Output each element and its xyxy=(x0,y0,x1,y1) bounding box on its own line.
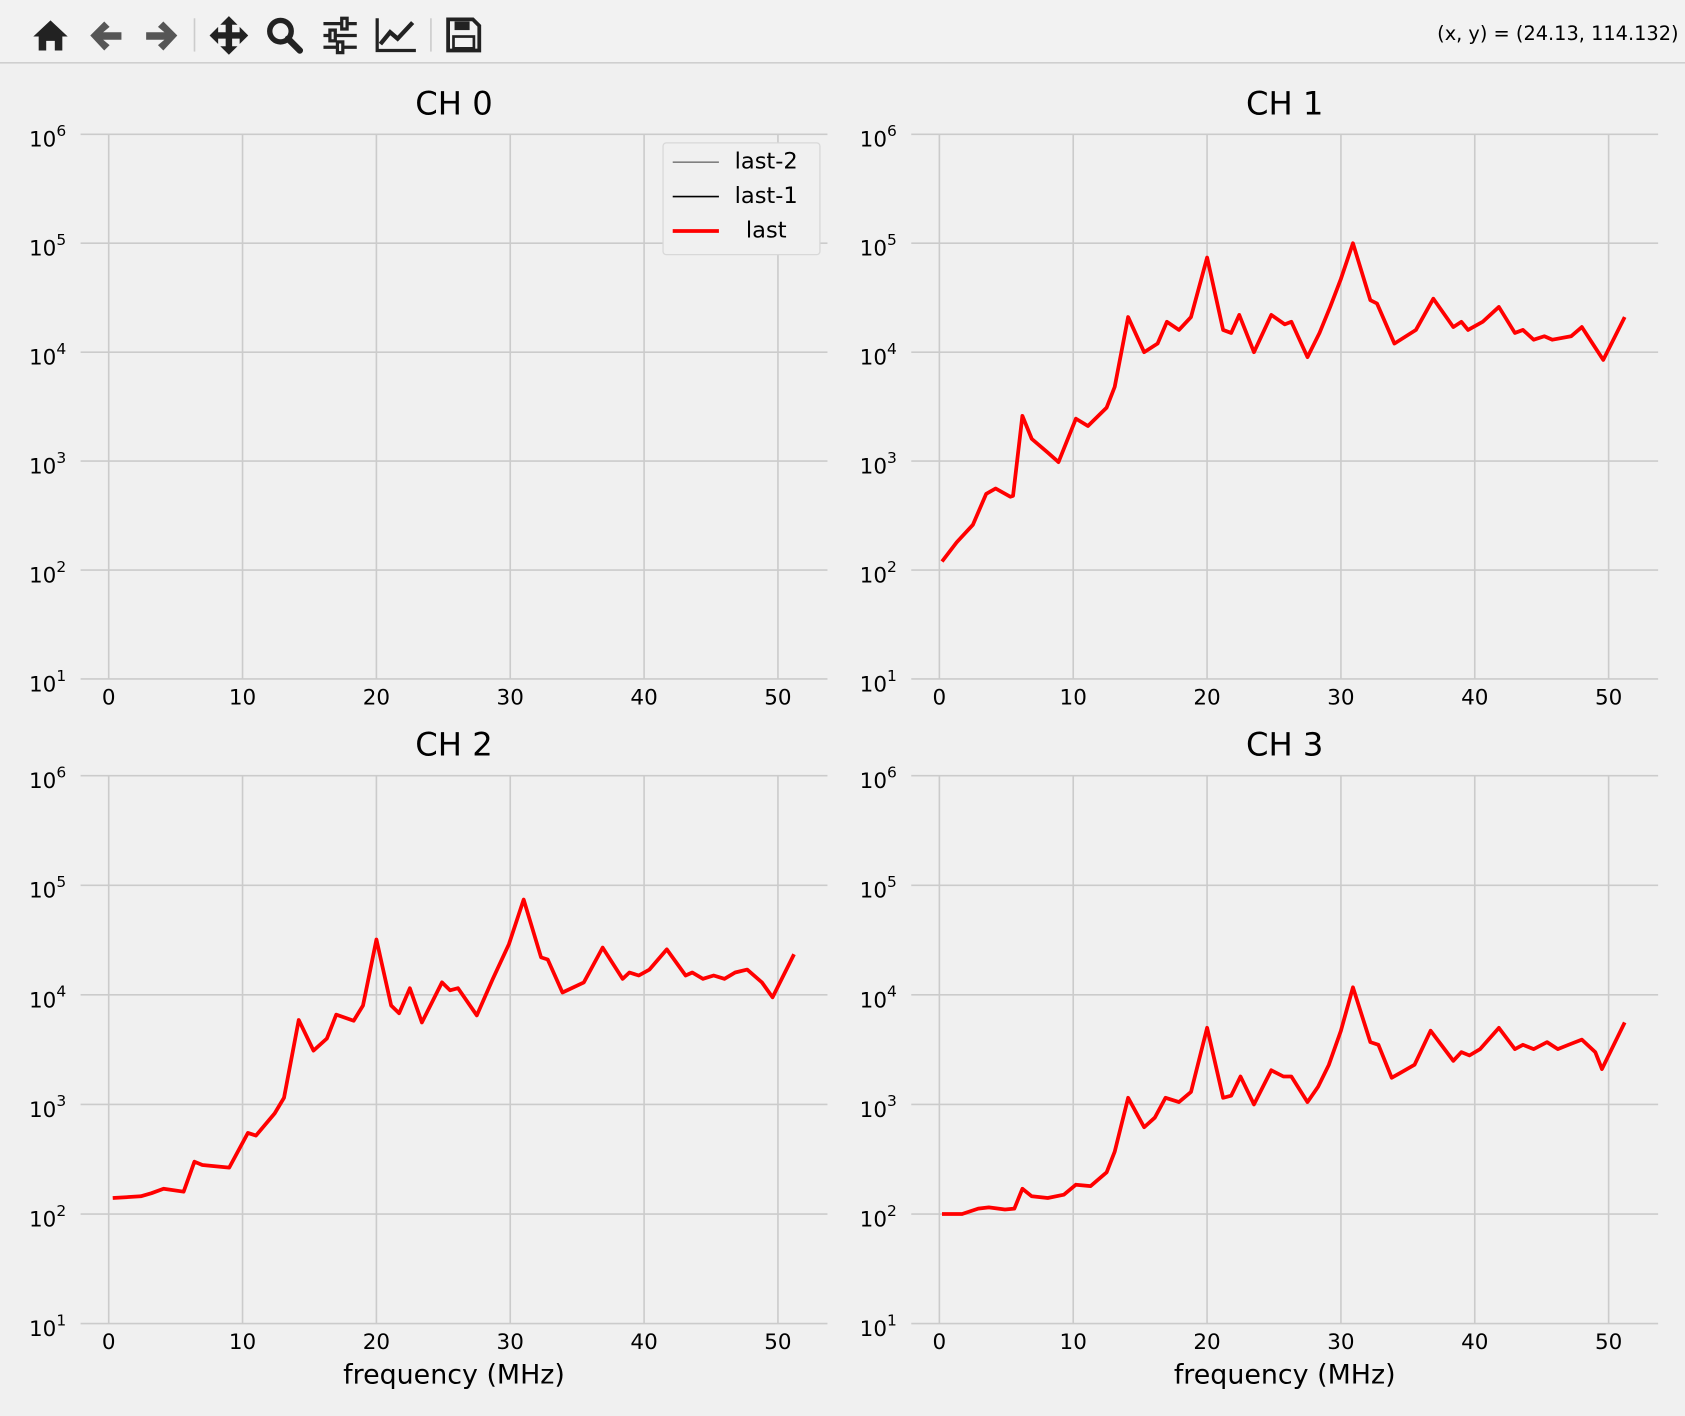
x-tick-label: 10 xyxy=(1060,685,1087,710)
chart-title: CH 2 xyxy=(415,726,492,764)
legend-box xyxy=(662,142,821,256)
series-line xyxy=(940,241,1627,563)
x-tick-label: 50 xyxy=(764,685,791,710)
chart-title: CH 1 xyxy=(1246,84,1323,122)
cursor-status: (x, y) = (24.13, 114.132) xyxy=(1437,22,1678,45)
x-tick-label: 20 xyxy=(363,685,390,710)
x-tick-label: 40 xyxy=(630,685,657,710)
toolbar: (x, y) = (24.13, 114.132) xyxy=(0,0,1685,64)
x-tick-label: 0 xyxy=(933,1330,947,1355)
x-tick-label: 30 xyxy=(1327,685,1354,710)
series-line xyxy=(942,985,1627,1216)
legend: last-2 last-1 last xyxy=(662,142,821,256)
x-tick-label: 20 xyxy=(363,1330,390,1355)
x-tick-label: 0 xyxy=(102,685,116,710)
x-tick-label: 50 xyxy=(1595,1330,1622,1355)
x-tick-label: 10 xyxy=(229,1330,256,1355)
x-tick-label: 0 xyxy=(102,1330,116,1355)
legend-label: last-1 xyxy=(735,183,798,209)
zoom-button[interactable] xyxy=(267,17,304,54)
toolbar-bg xyxy=(0,0,1685,63)
x-tick-label: 10 xyxy=(1060,1330,1087,1355)
forward-button[interactable] xyxy=(146,21,178,51)
x-tick-label: 50 xyxy=(1595,685,1622,710)
x-tick-label: 30 xyxy=(497,1330,524,1355)
subplots-button[interactable] xyxy=(323,16,357,55)
legend-label: last xyxy=(746,217,787,243)
x-tick-label: 10 xyxy=(229,685,256,710)
x-tick-label: 20 xyxy=(1193,685,1220,710)
y-tick-label: 102 xyxy=(860,557,897,588)
x-tick-label: 40 xyxy=(1461,1330,1488,1355)
save-button[interactable] xyxy=(446,17,482,53)
legend-label: last-2 xyxy=(735,149,798,175)
x-tick-label: 0 xyxy=(933,685,947,710)
x-axis-label: frequency (MHz) xyxy=(343,1360,565,1391)
pan-button[interactable] xyxy=(209,16,249,55)
x-tick-label: 50 xyxy=(764,1330,791,1355)
x-tick-label: 40 xyxy=(630,1330,657,1355)
x-tick-label: 40 xyxy=(1461,685,1488,710)
home-button[interactable] xyxy=(33,20,68,51)
x-tick-label: 30 xyxy=(1327,1330,1354,1355)
x-tick-label: 30 xyxy=(497,685,524,710)
chart-title: CH 0 xyxy=(415,84,492,122)
chart-title: CH 3 xyxy=(1246,726,1323,764)
series-line xyxy=(112,897,796,1200)
x-axis-label: frequency (MHz) xyxy=(1174,1360,1396,1391)
x-tick-label: 20 xyxy=(1193,1330,1220,1355)
y-tick-label: 106 xyxy=(860,763,897,794)
back-button[interactable] xyxy=(90,21,122,51)
customize-button[interactable] xyxy=(375,18,416,53)
